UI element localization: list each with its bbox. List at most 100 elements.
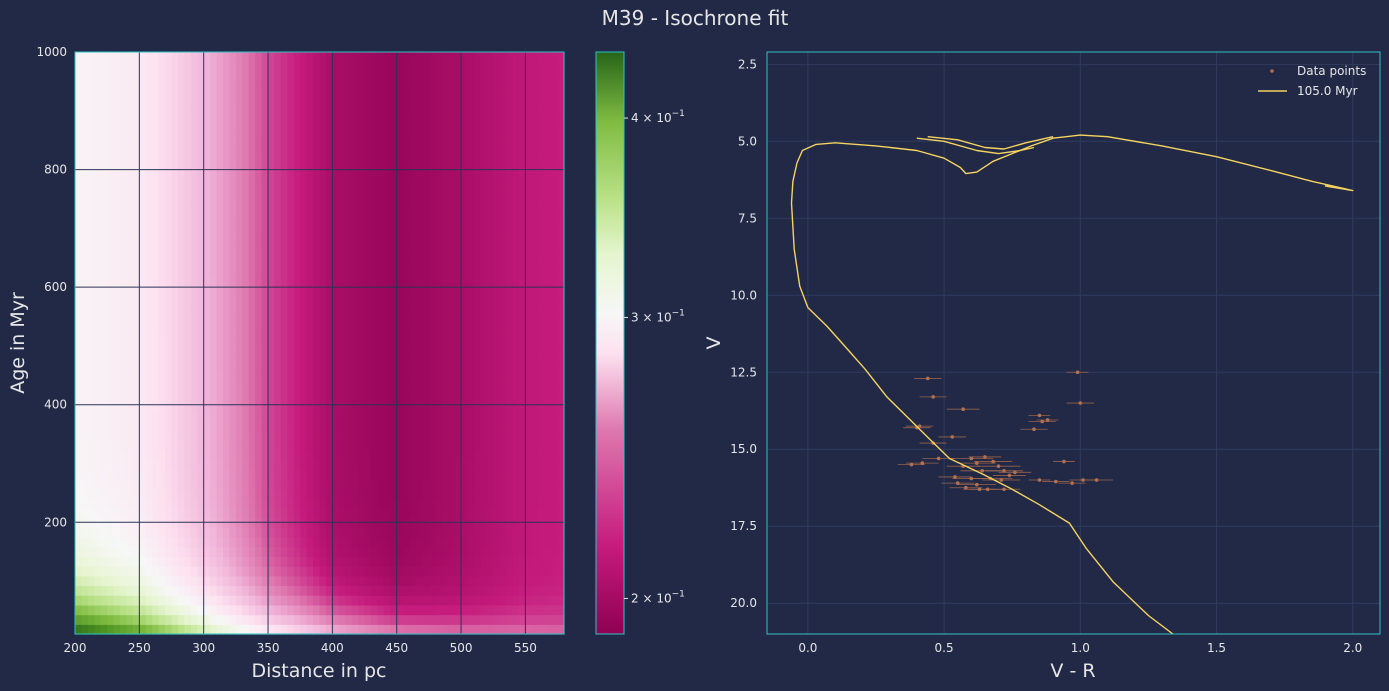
heatmap-cell: [512, 246, 520, 257]
heatmap-cell: [242, 81, 250, 92]
heatmap-cell: [190, 401, 198, 412]
heatmap-cell: [370, 323, 379, 334]
heatmap-cell: [345, 275, 353, 286]
heatmap-cell: [461, 207, 469, 218]
heatmap-cell: [351, 343, 359, 354]
heatmap-cell: [377, 284, 385, 296]
heatmap-cell: [197, 294, 205, 305]
heatmap-cell: [235, 575, 243, 587]
heatmap-cell: [229, 100, 237, 111]
heatmap-cell: [280, 187, 288, 199]
heatmap-cell: [390, 304, 398, 315]
heatmap-cell: [210, 507, 218, 519]
heatmap-cell: [190, 352, 198, 363]
heatmap-cell: [216, 139, 224, 150]
heatmap-cell: [486, 430, 494, 441]
heatmap-cell: [177, 197, 185, 208]
heatmap-cell: [473, 284, 481, 296]
heatmap-cell: [165, 410, 173, 422]
heatmap-cell: [551, 381, 559, 393]
heatmap-cell: [242, 187, 250, 199]
heatmap-cell: [525, 556, 533, 567]
heatmap-cell: [255, 90, 263, 102]
heatmap-cell: [139, 275, 147, 286]
heatmap-cell: [409, 90, 417, 102]
heatmap-cell: [274, 52, 282, 63]
heatmap-cell: [428, 401, 436, 412]
heatmap-cell: [113, 449, 121, 460]
heatmap-cell: [364, 255, 372, 266]
heatmap-cell: [473, 52, 481, 63]
heatmap-cell: [416, 498, 424, 509]
heatmap-cell: [222, 498, 231, 509]
heatmap-cell: [396, 129, 404, 140]
heatmap-cell: [261, 284, 269, 296]
heatmap-cell: [100, 226, 108, 237]
heatmap-cell: [467, 216, 475, 228]
heatmap-cell: [454, 372, 462, 383]
heatmap-cell: [139, 449, 147, 460]
heatmap-cell: [403, 197, 411, 208]
heatmap-cell: [229, 556, 237, 567]
heatmap-cell: [126, 61, 134, 72]
heatmap-cell: [390, 323, 398, 334]
heatmap-cell: [345, 236, 353, 247]
heatmap-cell: [345, 255, 353, 266]
heatmap-cell: [506, 178, 514, 189]
heatmap-cell: [152, 187, 160, 199]
heatmap-cell: [100, 90, 108, 102]
heatmap-cell: [409, 604, 417, 616]
heatmap-cell: [551, 246, 559, 257]
heatmap-cell: [448, 100, 456, 111]
heatmap-cell: [551, 469, 559, 480]
heatmap-cell: [551, 401, 559, 412]
heatmap-cell: [107, 459, 115, 470]
heatmap-cell: [87, 527, 95, 538]
heatmap-cell: [248, 100, 256, 111]
heatmap-cell: [306, 129, 314, 140]
heatmap-cell: [383, 430, 391, 441]
heatmap-cell: [184, 595, 192, 606]
heatmap-cell: [525, 168, 533, 179]
heatmap-cell: [403, 604, 411, 616]
heatmap-cell: [551, 187, 559, 199]
heatmap-cell: [441, 410, 449, 422]
heatmap-cell: [416, 313, 424, 325]
heatmap-cell: [377, 566, 385, 577]
heatmap-cell: [229, 61, 237, 72]
heatmap-cell: [313, 343, 321, 354]
heatmap-cell: [396, 507, 404, 519]
heatmap-cell: [216, 255, 224, 266]
heatmap-cell: [422, 575, 430, 587]
heatmap-cell: [557, 372, 565, 383]
heatmap-cell: [409, 440, 417, 451]
heatmap-cell: [345, 410, 353, 422]
heatmap-cell: [203, 313, 211, 325]
heatmap-cell: [216, 381, 224, 393]
heatmap-cell: [268, 71, 276, 82]
heatmap-cell: [403, 323, 411, 334]
heatmap-cell: [113, 178, 121, 189]
heatmap-cell: [171, 284, 179, 296]
heatmap-cell: [81, 139, 89, 150]
heatmap-cell: [216, 275, 224, 286]
heatmap-cell: [390, 566, 398, 577]
heatmap-cell: [544, 52, 552, 63]
heatmap-cell: [107, 323, 115, 334]
heatmap-cell: [454, 391, 462, 402]
heatmap-cell: [94, 265, 102, 276]
heatmap-cell: [293, 139, 301, 150]
heatmap-cell: [165, 216, 173, 228]
heatmap-cell: [428, 284, 436, 296]
heatmap-cell: [480, 507, 488, 519]
heatmap-cell: [152, 216, 160, 228]
heatmap-cell: [132, 333, 140, 344]
heatmap-cell: [383, 614, 391, 625]
heatmap-cell: [190, 459, 198, 470]
heatmap-cell: [248, 149, 256, 160]
heatmap-cell: [467, 527, 475, 538]
heatmap-cell: [461, 52, 469, 63]
heatmap-cell: [120, 507, 128, 519]
heatmap-cell: [403, 527, 411, 538]
heatmap-cell: [255, 71, 263, 82]
